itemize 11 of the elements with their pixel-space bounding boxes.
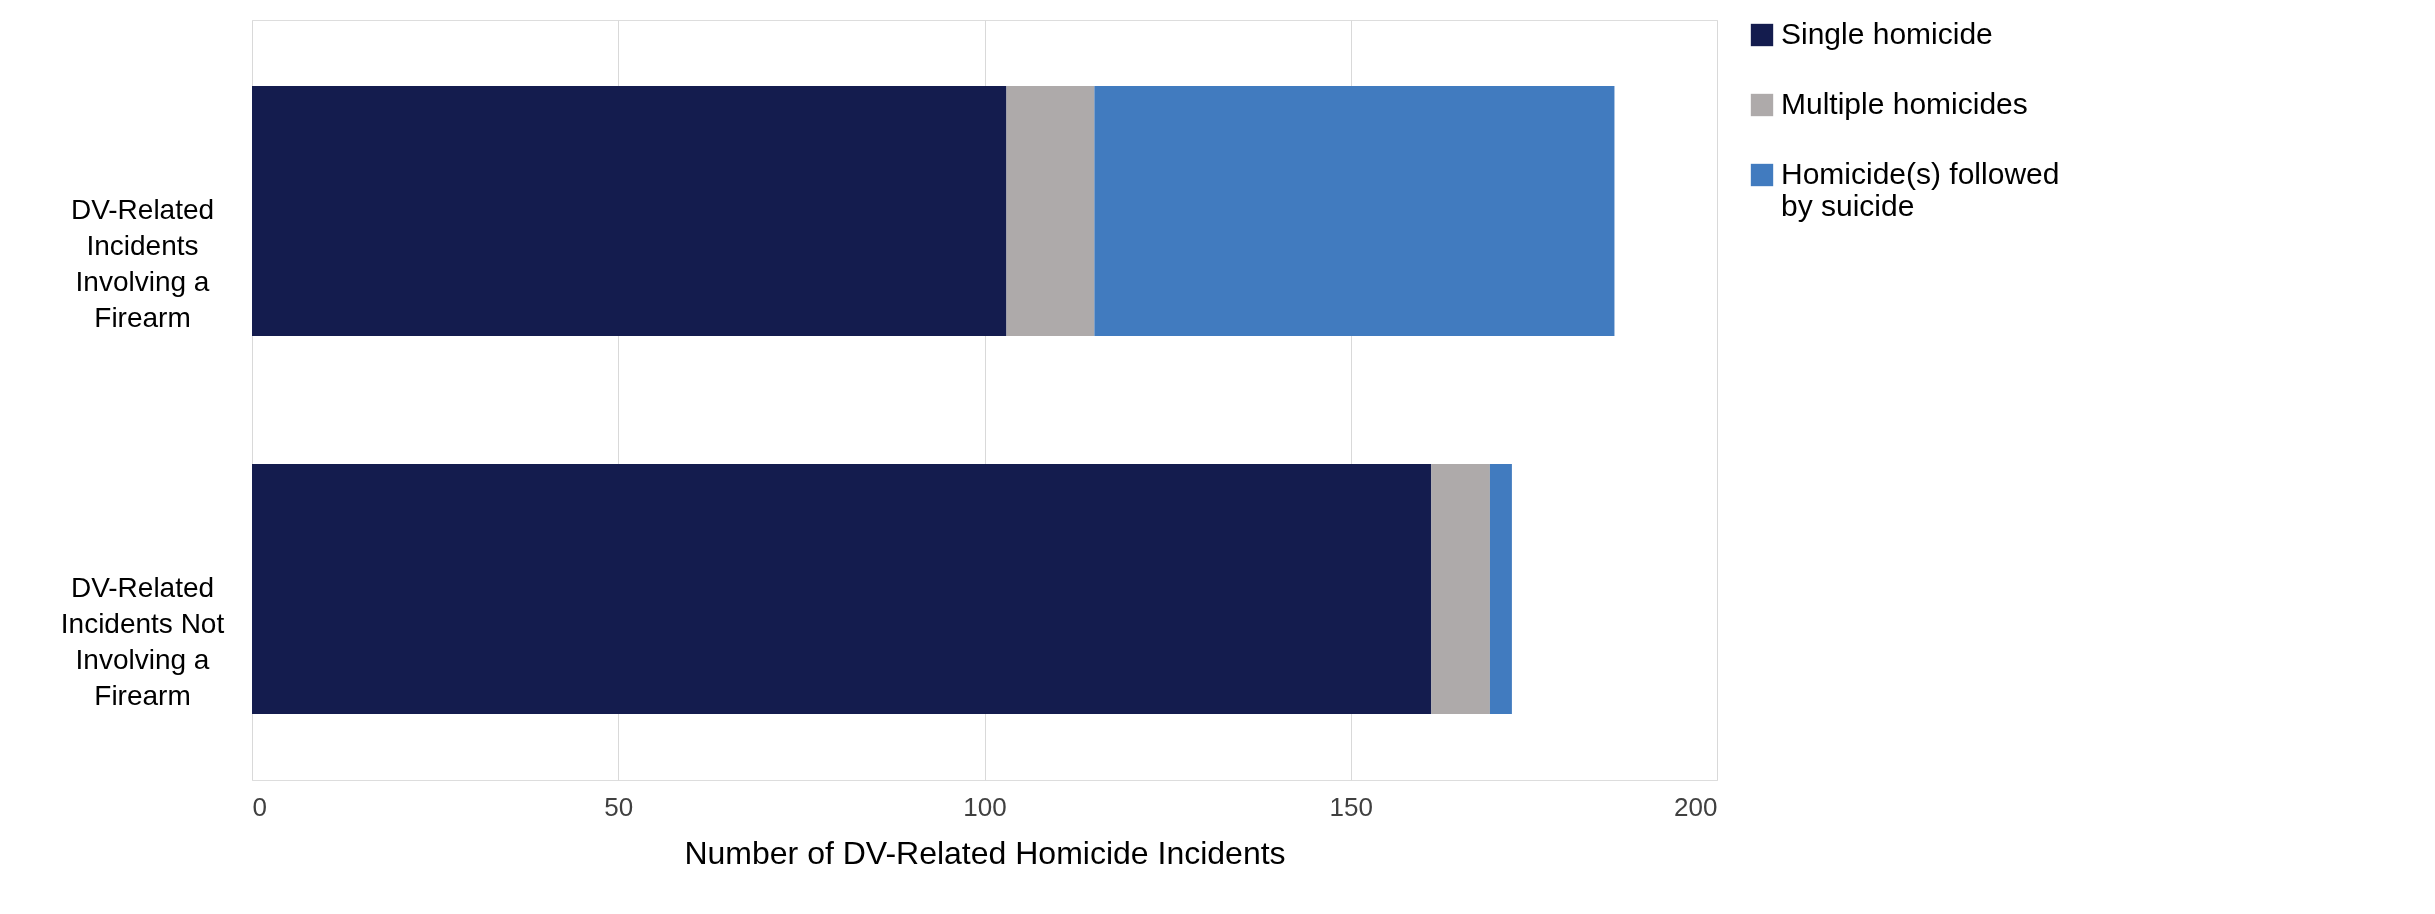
x-tick-label: 150 [1329, 791, 1373, 822]
y-tick-label: DV-Related Incidents Not Involving a Firearm [60, 572, 225, 712]
x-axis-title: Number of DV-Related Homicide Incidents [684, 834, 1286, 871]
x-tick-label: 100 [963, 791, 1007, 822]
x-tick-label: 50 [604, 791, 634, 822]
legend-label: Homicide(s) followed by suicide [1781, 157, 2060, 222]
y-tick-label: DV-Related Incidents Involving a Firearm [70, 193, 215, 333]
x-tick-label: 0 [252, 791, 267, 822]
x-tick-label: 200 [1674, 791, 1718, 822]
legend-label: Single homicide [1781, 17, 1993, 50]
legend-label: Multiple homicides [1781, 87, 2028, 120]
